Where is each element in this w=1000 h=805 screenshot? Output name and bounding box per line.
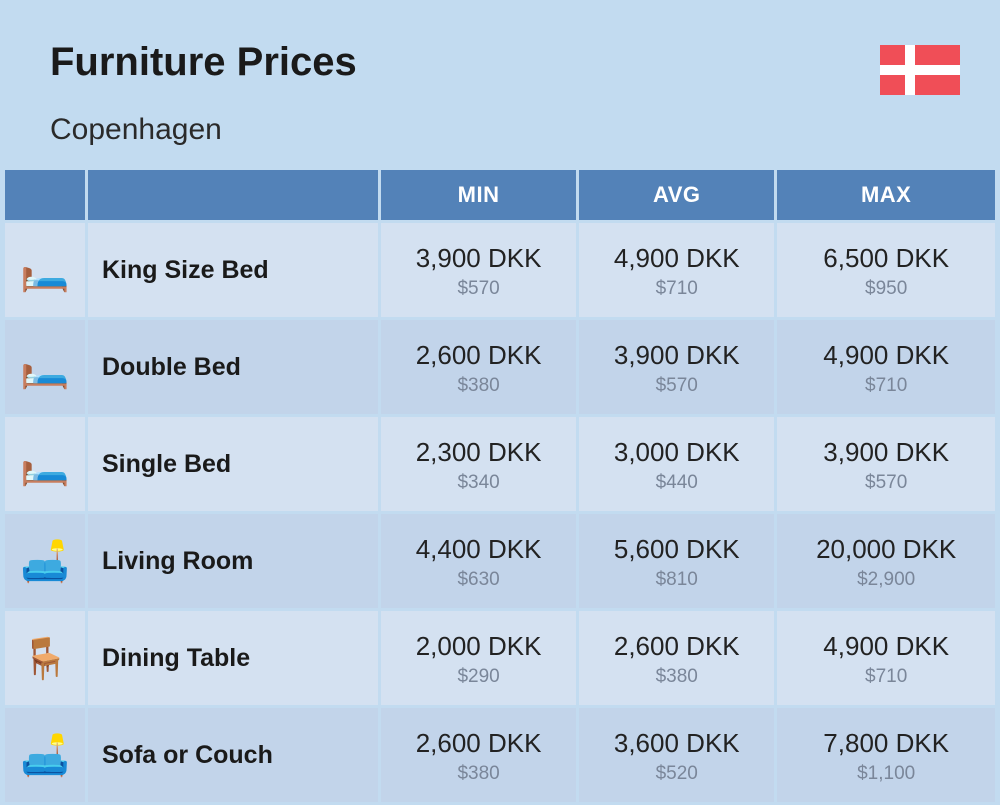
price-local: 4,400 DKK [381, 534, 576, 565]
price-max: 6,500 DKK $950 [777, 223, 995, 317]
price-local: 4,900 DKK [579, 243, 774, 274]
price-avg: 4,900 DKK $710 [579, 223, 774, 317]
table-row: 🛋️Living Room4,400 DKK $6305,600 DKK $8102… [5, 514, 995, 608]
page-title: Furniture Prices [50, 40, 950, 85]
price-local: 3,900 DKK [777, 437, 995, 468]
price-min: 4,400 DKK $630 [381, 514, 576, 608]
price-usd: $290 [381, 666, 576, 688]
col-header-avg: AVG [579, 170, 774, 220]
price-usd: $380 [381, 763, 576, 785]
furniture-icon: 🛏️ [5, 417, 85, 511]
price-avg: 5,600 DKK $810 [579, 514, 774, 608]
price-usd: $570 [381, 278, 576, 300]
header: Furniture Prices Copenhagen [0, 0, 1000, 167]
price-max: 4,900 DKK $710 [777, 611, 995, 705]
furniture-icon: 🛋️ [5, 514, 85, 608]
price-usd: $340 [381, 472, 576, 494]
price-usd: $630 [381, 569, 576, 591]
furniture-name: Double Bed [88, 320, 378, 414]
page-subtitle: Copenhagen [50, 113, 950, 147]
col-header-icon [5, 170, 85, 220]
price-max: 4,900 DKK $710 [777, 320, 995, 414]
price-usd: $570 [777, 472, 995, 494]
price-max: 20,000 DKK $2,900 [777, 514, 995, 608]
price-local: 5,600 DKK [579, 534, 774, 565]
price-local: 20,000 DKK [777, 534, 995, 565]
price-local: 4,900 DKK [777, 631, 995, 662]
price-usd: $380 [579, 666, 774, 688]
col-header-min: MIN [381, 170, 576, 220]
table-row: 🛋️Sofa or Couch2,600 DKK $3803,600 DKK $52… [5, 708, 995, 802]
price-local: 3,000 DKK [579, 437, 774, 468]
price-local: 2,600 DKK [579, 631, 774, 662]
price-table-wrapper: MIN AVG MAX 🛏️King Size Bed3,900 DKK$570… [0, 167, 1000, 805]
price-avg: 2,600 DKK $380 [579, 611, 774, 705]
price-usd: $710 [579, 278, 774, 300]
price-local: 4,900 DKK [777, 340, 995, 371]
price-min: 2,600 DKK $380 [381, 320, 576, 414]
price-usd: $570 [579, 375, 774, 397]
furniture-icon: 🛋️ [5, 708, 85, 802]
price-min: 3,900 DKK $570 [381, 223, 576, 317]
price-avg: 3,600 DKK $520 [579, 708, 774, 802]
furniture-name: King Size Bed [88, 223, 378, 317]
furniture-name: Living Room [88, 514, 378, 608]
price-min: 2,000 DKK $290 [381, 611, 576, 705]
table-row: 🛏️Single Bed2,300 DKK $3403,000 DKK $4403,… [5, 417, 995, 511]
price-usd: $440 [579, 472, 774, 494]
price-avg: 3,900 DKK $570 [579, 320, 774, 414]
price-local: 6,500 DKK [777, 243, 995, 274]
price-usd: $710 [777, 375, 995, 397]
denmark-flag-icon [880, 45, 960, 95]
price-usd: $2,900 [777, 569, 995, 591]
furniture-name: Dining Table [88, 611, 378, 705]
price-local: 3,600 DKK [579, 728, 774, 759]
price-avg: 3,000 DKK $440 [579, 417, 774, 511]
price-local: 3,900 DKK [579, 340, 774, 371]
furniture-name: Single Bed [88, 417, 378, 511]
price-min: 2,300 DKK $340 [381, 417, 576, 511]
price-usd: $520 [579, 763, 774, 785]
table-row: 🪑Dining Table2,000 DKK $2902,600 DKK $3804… [5, 611, 995, 705]
price-local: 2,300 DKK [381, 437, 576, 468]
furniture-icon: 🛏️ [5, 223, 85, 317]
col-header-name [88, 170, 378, 220]
price-usd: $380 [381, 375, 576, 397]
price-table: MIN AVG MAX 🛏️King Size Bed3,900 DKK$570… [2, 167, 998, 805]
price-local: 7,800 DKK [777, 728, 995, 759]
table-row: 🛏️Double Bed2,600 DKK $3803,900 DKK $5704,… [5, 320, 995, 414]
furniture-icon: 🛏️ [5, 320, 85, 414]
price-usd: $950 [777, 278, 995, 300]
price-local: 3,900 DKK [381, 243, 576, 274]
furniture-name: Sofa or Couch [88, 708, 378, 802]
price-max: 7,800 DKK $1,100 [777, 708, 995, 802]
price-usd: $810 [579, 569, 774, 591]
price-min: 2,600 DKK $380 [381, 708, 576, 802]
furniture-icon: 🪑 [5, 611, 85, 705]
price-max: 3,900 DKK $570 [777, 417, 995, 511]
price-local: 2,600 DKK [381, 728, 576, 759]
table-row: 🛏️King Size Bed3,900 DKK $5704,900 DKK $71… [5, 223, 995, 317]
col-header-max: MAX [777, 170, 995, 220]
price-usd: $1,100 [777, 763, 995, 785]
price-usd: $710 [777, 666, 995, 688]
price-local: 2,000 DKK [381, 631, 576, 662]
price-local: 2,600 DKK [381, 340, 576, 371]
